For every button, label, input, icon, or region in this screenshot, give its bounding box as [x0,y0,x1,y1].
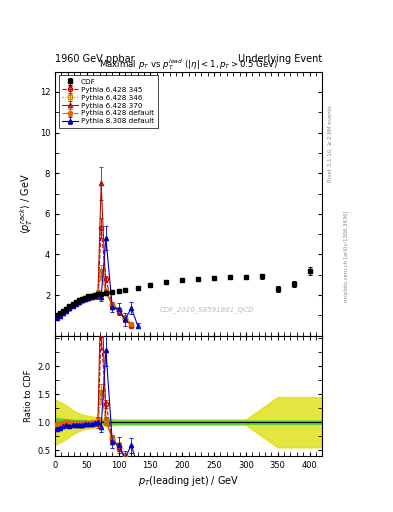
Text: CDF_2010_S8591881_QCD: CDF_2010_S8591881_QCD [160,306,255,313]
Text: mcplots.cern.ch [arXiv:1306.3436]: mcplots.cern.ch [arXiv:1306.3436] [344,210,349,302]
Y-axis label: Ratio to CDF: Ratio to CDF [24,370,33,422]
Legend: CDF, Pythia 6.428 345, Pythia 6.428 346, Pythia 6.428 370, Pythia 6.428 default,: CDF, Pythia 6.428 345, Pythia 6.428 346,… [59,75,158,128]
Text: Underlying Event: Underlying Event [238,54,322,64]
X-axis label: $p_T$(leading jet) / GeV: $p_T$(leading jet) / GeV [138,474,239,488]
Text: Rivet 3.1.10, ≥ 2.8M events: Rivet 3.1.10, ≥ 2.8M events [328,105,333,182]
Title: Maximal $p_T$ vs $p_T^{lead}$ ($|\eta| < 1, p_T > 0.5$ GeV): Maximal $p_T$ vs $p_T^{lead}$ ($|\eta| <… [99,57,278,72]
Text: 1960 GeV ppbar: 1960 GeV ppbar [55,54,135,64]
Y-axis label: $\langle p_T^{rack} \rangle$ / GeV: $\langle p_T^{rack} \rangle$ / GeV [19,173,35,234]
